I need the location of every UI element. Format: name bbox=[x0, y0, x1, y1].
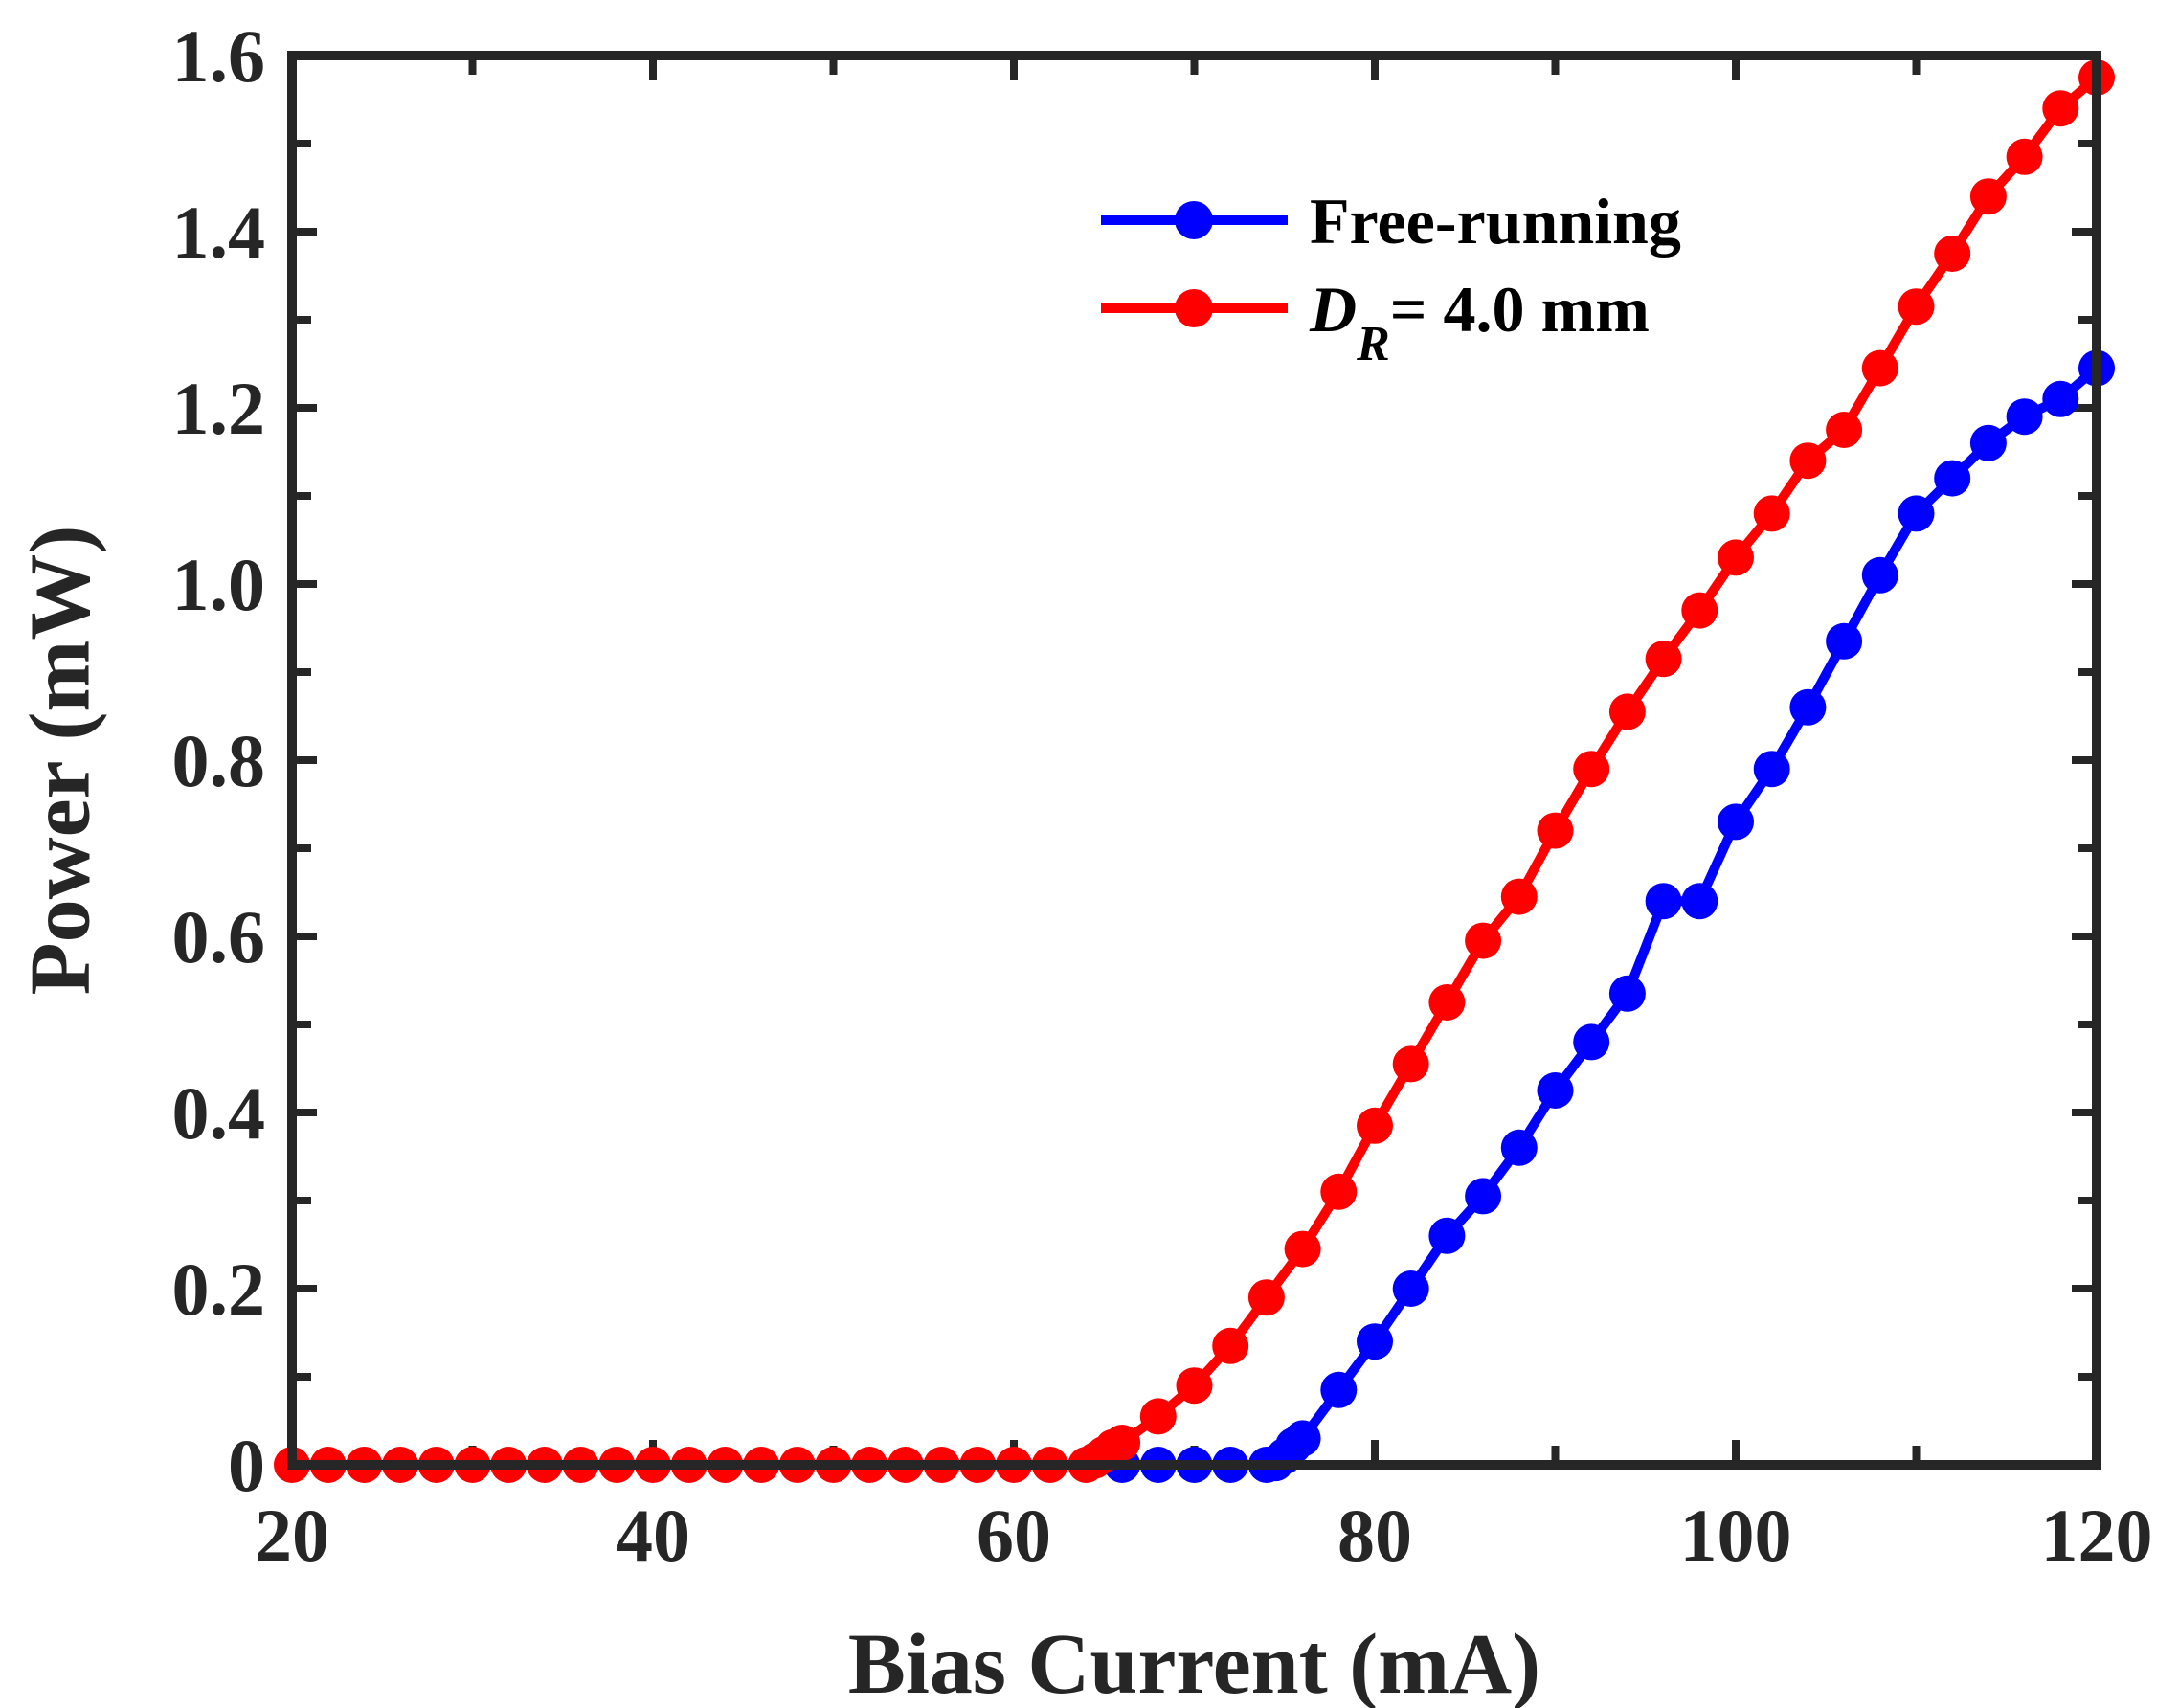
x-tick-label: 40 bbox=[616, 1494, 690, 1577]
data-point bbox=[1789, 442, 1827, 480]
series-layer bbox=[274, 59, 2115, 1483]
data-point bbox=[1826, 412, 1863, 448]
data-point bbox=[1718, 539, 1754, 576]
y-axis-ticks: 0 0.2 0.4 0.6 0.8 1.0 1.2 1.4 1.6 bbox=[172, 14, 2097, 1507]
data-point bbox=[1681, 883, 1718, 920]
data-point bbox=[1861, 349, 1898, 387]
data-point bbox=[2006, 398, 2043, 436]
legend-marker-free-running bbox=[1175, 201, 1213, 239]
data-point bbox=[1681, 592, 1718, 629]
data-point bbox=[2042, 90, 2079, 127]
data-point bbox=[1861, 556, 1898, 594]
data-point bbox=[1357, 1323, 1393, 1360]
data-point bbox=[1753, 751, 1790, 788]
data-point bbox=[2042, 380, 2079, 417]
data-point bbox=[1718, 803, 1754, 841]
x-tick-label: 20 bbox=[255, 1494, 329, 1577]
plot-frame bbox=[287, 51, 2101, 1470]
x-axis-label: Bias Current (mA) bbox=[848, 1617, 1540, 1708]
data-point bbox=[1104, 1425, 1141, 1461]
data-point bbox=[1753, 495, 1790, 532]
data-point bbox=[1934, 236, 1971, 272]
data-point bbox=[1139, 1398, 1177, 1435]
legend-entry-free-running: Free-running bbox=[1101, 185, 1681, 258]
data-point bbox=[1392, 1270, 1429, 1307]
data-point bbox=[1898, 288, 1935, 326]
series-1 bbox=[274, 59, 2115, 1483]
y-tick-label: 0 bbox=[228, 1424, 265, 1507]
data-point bbox=[2006, 138, 2043, 175]
data-point bbox=[1392, 1045, 1429, 1083]
data-point bbox=[1465, 1178, 1502, 1215]
x-tick-label: 80 bbox=[1337, 1494, 1412, 1577]
data-point bbox=[1934, 460, 1971, 497]
y-tick-label: 0.8 bbox=[172, 719, 266, 802]
data-point bbox=[1608, 975, 1646, 1012]
data-point bbox=[1247, 1279, 1285, 1316]
y-tick-label: 1.2 bbox=[172, 367, 266, 450]
y-tick-label: 0.6 bbox=[172, 895, 266, 978]
x-axis-ticks: 20 40 60 80 100 120 bbox=[255, 56, 2153, 1577]
data-point bbox=[1465, 922, 1502, 959]
data-point bbox=[1537, 1072, 1574, 1109]
y-tick-label: 0.2 bbox=[172, 1247, 266, 1331]
data-point bbox=[1428, 1217, 1466, 1254]
data-point bbox=[1537, 812, 1574, 849]
data-point bbox=[1608, 693, 1646, 730]
legend-label-dr-main: D bbox=[1309, 273, 1357, 346]
data-point bbox=[1320, 1371, 1358, 1408]
data-point bbox=[1284, 1230, 1321, 1268]
y-tick-label: 0.4 bbox=[172, 1071, 266, 1155]
data-point bbox=[1969, 178, 2007, 215]
data-point bbox=[1969, 424, 2007, 461]
data-point bbox=[1573, 751, 1610, 788]
data-point bbox=[1645, 883, 1682, 920]
x-tick-label: 60 bbox=[977, 1494, 1051, 1577]
data-point bbox=[1320, 1173, 1358, 1210]
data-point bbox=[1500, 878, 1538, 915]
y-tick-label: 1.4 bbox=[172, 191, 266, 274]
y-axis-label: Power (mW) bbox=[13, 526, 108, 996]
legend-label-dr: DR= 4.0 mm bbox=[1309, 273, 1650, 371]
legend-label-dr-rest: = 4.0 mm bbox=[1390, 273, 1650, 346]
data-point bbox=[1898, 495, 1935, 532]
data-point bbox=[1176, 1367, 1213, 1405]
data-point bbox=[1645, 640, 1682, 678]
data-point bbox=[1789, 688, 1827, 726]
x-tick-label: 120 bbox=[2041, 1494, 2153, 1577]
series-line-1 bbox=[292, 74, 2100, 1470]
legend-label-dr-sub: R bbox=[1356, 317, 1390, 371]
y-tick-label: 1.6 bbox=[172, 14, 266, 98]
y-tick-label: 1.0 bbox=[172, 543, 266, 626]
data-point bbox=[1357, 1107, 1393, 1144]
data-point bbox=[1212, 1327, 1249, 1364]
x-tick-label: 100 bbox=[1680, 1494, 1792, 1577]
legend-marker-dr bbox=[1175, 289, 1213, 327]
legend-entry-dr: DR= 4.0 mm bbox=[1101, 273, 1650, 371]
legend-label-free-running: Free-running bbox=[1310, 185, 1681, 258]
data-point bbox=[1500, 1129, 1538, 1166]
data-point bbox=[1428, 984, 1466, 1021]
data-point bbox=[1284, 1420, 1321, 1457]
data-point bbox=[1826, 622, 1863, 660]
data-point bbox=[1573, 1023, 1610, 1061]
legend: Free-running DR= 4.0 mm bbox=[1101, 185, 1681, 371]
